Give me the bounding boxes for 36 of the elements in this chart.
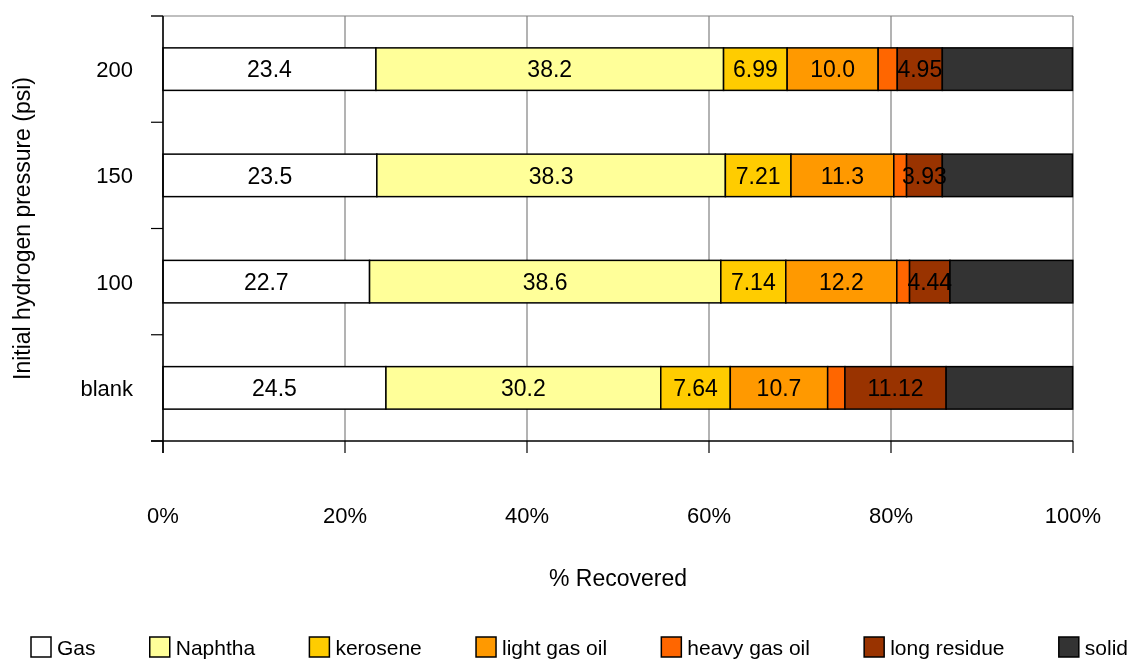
x-tick-label: 60% xyxy=(686,502,732,528)
data-label: 6.99 xyxy=(732,56,778,83)
data-label: 11.12 xyxy=(867,375,924,402)
x-tick-label: 100% xyxy=(1044,502,1102,528)
data-label: 23.5 xyxy=(247,162,293,189)
legend-label: solid xyxy=(1084,635,1129,659)
data-label: 7.64 xyxy=(673,375,719,402)
legend-label: heavy gas oil xyxy=(687,635,810,659)
x-axis-title: % Recovered xyxy=(548,565,688,592)
data-label: 23.4 xyxy=(247,56,293,83)
legend-label: Naphtha xyxy=(175,635,256,659)
y-tick-label: 200 xyxy=(96,57,133,83)
legend-label: light gas oil xyxy=(502,635,608,659)
legend-label: kerosene xyxy=(335,635,422,659)
data-label: 10.7 xyxy=(756,375,802,402)
data-label: 7.14 xyxy=(730,268,776,295)
y-tick-label: 100 xyxy=(96,269,133,295)
data-label: 22.7 xyxy=(243,268,289,295)
data-label: 38.2 xyxy=(527,56,573,83)
x-tick-label: 80% xyxy=(868,502,914,528)
x-tick-label: 20% xyxy=(322,502,368,528)
y-tick-label: 150 xyxy=(96,163,133,189)
data-label: 10.0 xyxy=(810,56,856,83)
data-label: 38.6 xyxy=(522,268,568,295)
y-axis-title: Initial hydrogen pressure (psi) xyxy=(9,77,36,380)
data-label: 11.3 xyxy=(820,162,864,189)
data-label: 38.3 xyxy=(528,162,574,189)
legend-label: long residue xyxy=(890,635,1005,659)
data-label: 24.5 xyxy=(252,375,297,402)
data-label: 12.2 xyxy=(818,268,864,295)
x-tick-label: 40% xyxy=(504,502,550,528)
x-tick-label: 0% xyxy=(147,502,179,528)
data-label: 30.2 xyxy=(500,375,546,402)
legend-label: Gas xyxy=(57,635,96,659)
data-label: 7.21 xyxy=(735,162,781,189)
y-tick-label: blank xyxy=(80,375,134,401)
